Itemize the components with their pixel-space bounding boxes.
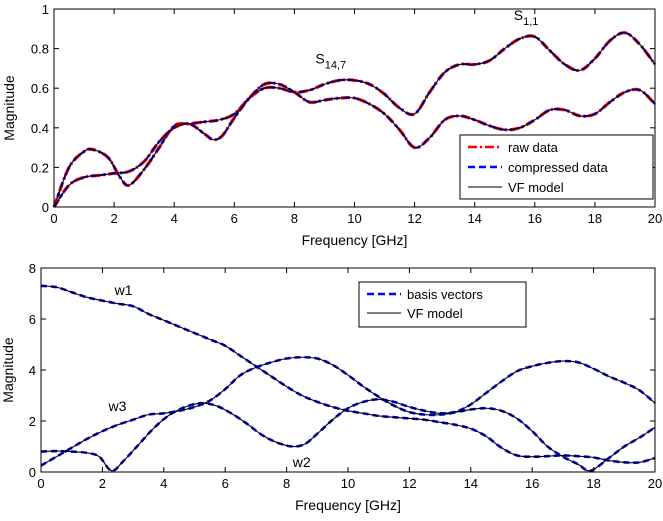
axes-frame: [40, 267, 656, 473]
x-tick-label: 6: [231, 211, 238, 226]
legend-label: compressed data: [508, 160, 608, 175]
x-tick-label: 2: [99, 476, 106, 491]
series-s147: [52, 81, 657, 208]
x-tick-label: 16: [525, 476, 539, 491]
x-tick-label: 8: [283, 476, 290, 491]
series-w2-line-1: [40, 398, 656, 472]
legend-box: [459, 134, 654, 200]
x-tick-label: 20: [648, 211, 662, 226]
x-tick-label: 8: [291, 211, 298, 226]
annotation: w1: [114, 282, 133, 298]
y-tick-label: 0.8: [31, 42, 49, 57]
series-w3-line-1: [40, 356, 656, 467]
x-tick-label: 10: [341, 476, 355, 491]
legend: raw data compressed data VF model: [459, 134, 654, 200]
y-tick-label: 1: [42, 2, 49, 17]
y-tick-label: 6: [29, 312, 36, 327]
legend-box: [358, 281, 527, 328]
x-tick-label: 18: [586, 476, 600, 491]
y-tick-label: 0: [42, 200, 49, 215]
x-tick-label: 20: [648, 476, 662, 491]
series-w1-line-1: [40, 285, 656, 464]
x-tick-label: 12: [402, 476, 416, 491]
bottom-panel-chart: 0 2 4 6 8 10 12 14 16 18 20 0 2 4 6 8 Frequency [GHz] Mag…: [0, 261, 662, 513]
annotation-main: w3: [108, 398, 127, 414]
series-s11-line-2: [53, 32, 656, 208]
x-tick-label: 12: [407, 211, 421, 226]
top-panel-chart: 0 2 4 6 8 10 12 14 16 18 20 0 0.2 0.4 0.6 0.8 1 Frequency…: [1, 2, 662, 248]
x-tick-label: 14: [464, 476, 478, 491]
annotation-main: S: [315, 50, 324, 66]
annotation: w2: [292, 454, 311, 470]
y-tick-label: 0.6: [31, 81, 49, 96]
x-tick-label: 0: [50, 211, 57, 226]
legend: basis vectors VF model: [358, 281, 527, 328]
x-axis-label: Frequency [GHz]: [302, 232, 408, 248]
x-tick-label: 14: [467, 211, 481, 226]
legend-label: basis vectors: [407, 287, 483, 302]
x-tick-label: 16: [528, 211, 542, 226]
x-tick-label: 2: [110, 211, 117, 226]
x-tick-label: 4: [171, 211, 178, 226]
annotation-subscript: 1,1: [523, 16, 538, 28]
y-axis-label: Magnitude: [1, 75, 17, 141]
series-w1-line-0: [40, 284, 656, 465]
annotation-main: S: [514, 7, 523, 23]
x-tick-label: 0: [37, 476, 44, 491]
legend-label: VF model: [508, 180, 564, 195]
y-tick-label: 0.4: [31, 121, 49, 136]
y-tick-label: 0: [29, 465, 36, 480]
y-axis-label: Magnitude: [0, 337, 16, 403]
legend-label: raw data: [508, 140, 559, 155]
annotation-main: w1: [114, 282, 133, 298]
y-tick-label: 0.2: [31, 160, 49, 175]
legend-label: VF model: [407, 306, 463, 321]
series-w1: [40, 284, 656, 465]
annotation-subscript: 14,7: [325, 59, 346, 71]
x-tick-label: 10: [347, 211, 361, 226]
annotation: w3: [108, 398, 127, 414]
x-tick-label: 18: [588, 211, 602, 226]
y-tick-label: 4: [29, 363, 36, 378]
series-w3: [40, 355, 656, 467]
annotation-main: w2: [292, 454, 311, 470]
x-tick-label: 6: [222, 476, 229, 491]
x-axis-label: Frequency [GHz]: [295, 497, 401, 513]
annotation: S1,1: [514, 7, 539, 28]
series-s11: [52, 31, 657, 208]
y-tick-label: 2: [29, 414, 36, 429]
annotation: S14,7: [315, 50, 346, 71]
series-w2: [40, 398, 656, 473]
x-tick-label: 4: [160, 476, 167, 491]
series-s147-line-2: [53, 82, 656, 208]
y-tick-label: 8: [29, 261, 36, 276]
